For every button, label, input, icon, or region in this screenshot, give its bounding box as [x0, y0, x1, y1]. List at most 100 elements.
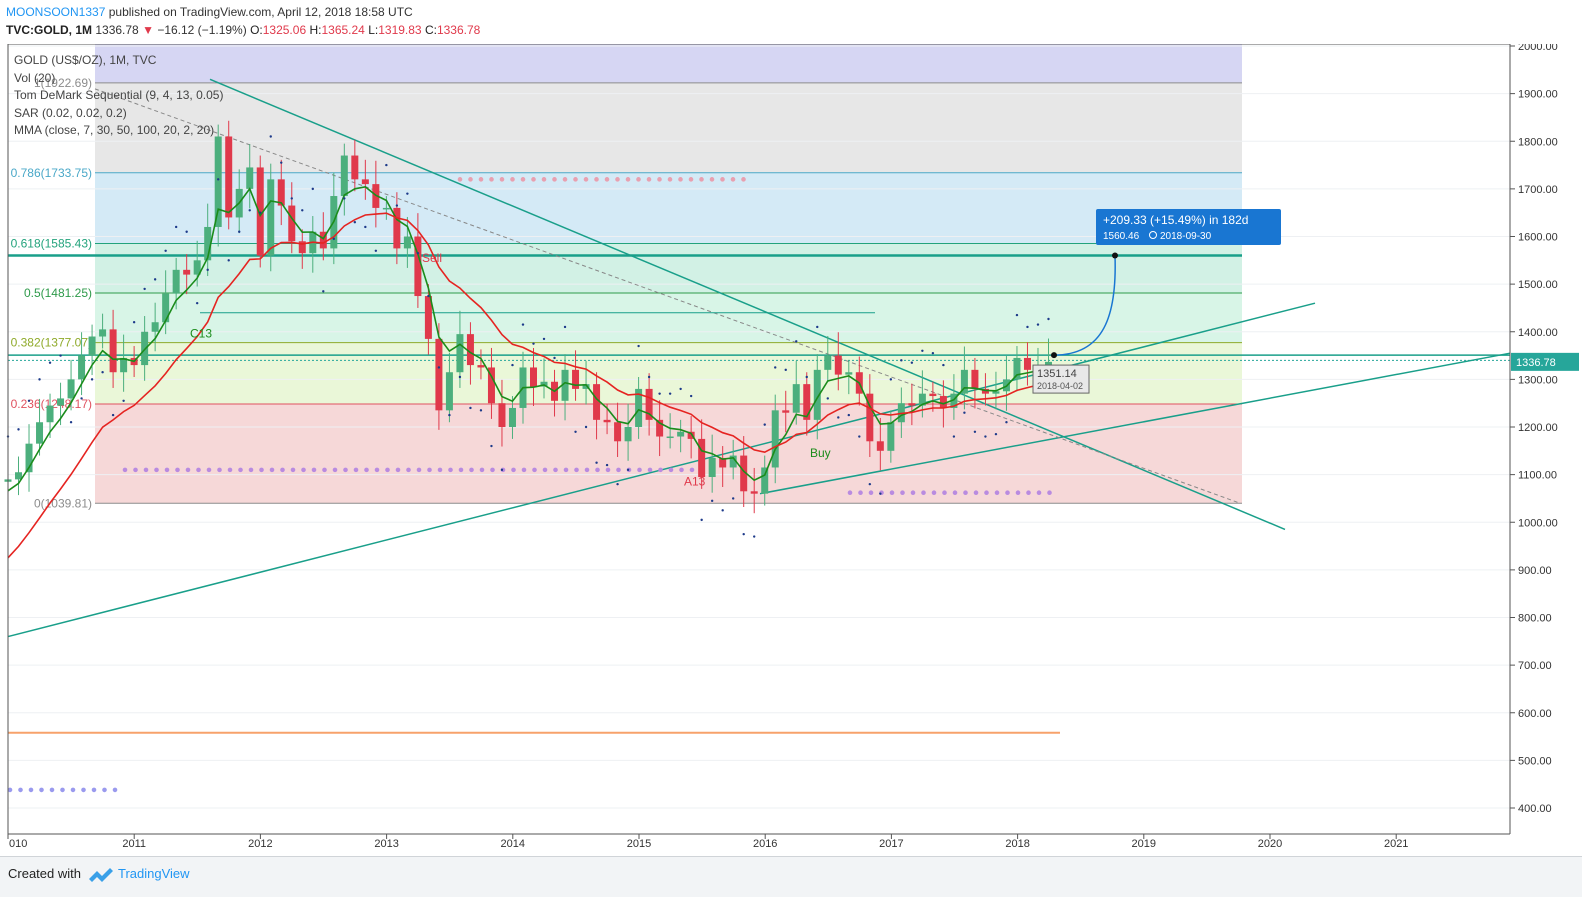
publisher-name[interactable]: MOONSOON1337	[6, 5, 106, 19]
x-tick-label: 2011	[122, 838, 146, 850]
sar-dot	[132, 321, 136, 324]
candle-body	[487, 367, 495, 404]
td-resistance-dot	[699, 177, 704, 182]
td-support-dot	[542, 467, 548, 473]
low-label: L:	[368, 23, 379, 37]
fib-band-top	[95, 44, 1242, 83]
sar-dot	[1015, 313, 1019, 317]
td-support-dot	[238, 467, 243, 473]
sar-dot	[605, 463, 609, 467]
fib-band	[95, 293, 1242, 343]
sar-dot	[90, 378, 94, 381]
sar-dot	[521, 323, 525, 326]
candle-body	[614, 422, 622, 442]
td-resistance-dot	[720, 177, 725, 182]
sar-dot	[217, 178, 220, 181]
indicator-title[interactable]: GOLD (US$/OZ), 1M, TVC	[14, 53, 157, 67]
sar-dot	[17, 428, 20, 431]
td-support-dot	[963, 490, 968, 496]
y-tick-label: 1500.00	[1518, 279, 1558, 291]
candle-body	[960, 369, 968, 394]
x-tick-label: 010	[9, 838, 27, 850]
uptrend-line-minor	[759, 352, 1511, 495]
indicator-mma[interactable]: MMA (close, 7, 30, 50, 100, 20, 2, 20)	[14, 123, 215, 137]
sar-dot	[227, 259, 230, 262]
td-support-dot	[984, 490, 989, 496]
sar-dot	[38, 378, 41, 381]
sar-dot	[248, 209, 251, 212]
td-support-dot	[280, 467, 285, 473]
td-support-dot	[532, 467, 537, 473]
sar-dot	[164, 249, 167, 252]
candle-body	[803, 384, 811, 420]
td-resistance-dot	[730, 177, 736, 182]
footer-brand-link[interactable]: TradingView	[118, 866, 190, 881]
crosshair-box	[1032, 364, 1090, 394]
td-support-dot	[395, 467, 401, 473]
sar-dot	[826, 397, 829, 400]
y-tick-label: 2000.00	[1518, 44, 1558, 53]
td-support-dot	[1036, 490, 1042, 496]
candle-body	[876, 441, 884, 451]
candle-body	[508, 407, 516, 427]
down-arrow-icon: ▼	[142, 23, 154, 37]
candle-body	[824, 355, 832, 370]
candle-body	[887, 422, 895, 451]
sar-dot	[858, 435, 861, 438]
indicator-sar[interactable]: SAR (0.02, 0.02, 0.2)	[14, 105, 127, 120]
sar-dot	[374, 249, 378, 252]
crosshair-date: 2018-04-02	[1037, 381, 1083, 391]
sar-dot	[427, 294, 430, 298]
td-support-dot	[511, 467, 516, 473]
td-resistance-dot	[541, 177, 547, 182]
td-support-dot	[647, 467, 653, 473]
symbol-label[interactable]: TVC:GOLD, 1M	[6, 23, 92, 37]
candle-body	[845, 372, 853, 375]
candle-body	[729, 455, 737, 468]
y-tick-label: 1000.00	[1518, 517, 1558, 529]
td-support-dot	[364, 467, 369, 473]
sar-dot	[143, 287, 146, 291]
td-resistance-dot	[594, 177, 599, 182]
fib-label: 0.618(1585.43)	[11, 236, 92, 250]
td-support-dot	[81, 787, 86, 793]
sar-dot	[206, 268, 209, 272]
candle-body	[572, 369, 580, 389]
sar-dot	[658, 392, 661, 395]
td-support-dot	[563, 467, 569, 473]
candle-body	[109, 329, 117, 373]
sar-dot	[542, 337, 546, 341]
sar-dot	[931, 351, 935, 355]
candle-body	[1013, 357, 1021, 380]
candle-body	[530, 367, 537, 387]
fib-label: 1(1922.69)	[34, 76, 92, 90]
candle-body	[183, 269, 191, 275]
sar-dot	[805, 375, 808, 379]
td-support-dot	[28, 787, 34, 793]
candle-body	[151, 322, 159, 332]
td-support-dot	[290, 467, 296, 473]
td-support-dot	[248, 467, 254, 473]
indicator-td-sequential[interactable]: Tom DeMark Sequential (9, 4, 13, 0.05)	[14, 88, 224, 102]
candle-body	[78, 355, 86, 380]
candle-body	[246, 167, 254, 189]
td-support-dot	[942, 490, 947, 496]
ma-fast-line	[7, 186, 1049, 492]
grid	[8, 45, 1510, 809]
candle-body	[698, 438, 706, 478]
price-chart[interactable]: 1(1922.69) 0.786(1733.75) 0.618(1585.43) 0.…	[0, 44, 1582, 856]
y-tick-label: 600.00	[1518, 708, 1552, 720]
indicator-volume[interactable]: Vol (20)	[14, 70, 56, 85]
sar-dot	[900, 359, 903, 362]
sar-dot	[889, 378, 893, 381]
x-tick-label: 2014	[501, 838, 525, 850]
sar-dot	[27, 399, 31, 403]
sar-dot	[1005, 421, 1008, 424]
annotation-label: Sell	[422, 251, 442, 265]
candle-body	[939, 396, 947, 408]
td-resistance-dot	[657, 177, 662, 182]
candle-body	[46, 405, 54, 423]
candle-body	[120, 357, 128, 373]
td-support-dot	[931, 490, 937, 496]
td-support-dot	[185, 467, 191, 473]
